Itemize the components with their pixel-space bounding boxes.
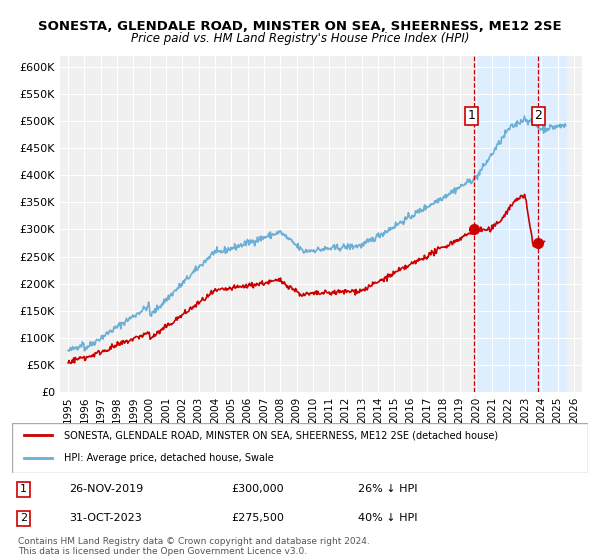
- Text: 26-NOV-2019: 26-NOV-2019: [70, 484, 144, 494]
- Text: This data is licensed under the Open Government Licence v3.0.: This data is licensed under the Open Gov…: [18, 548, 307, 557]
- FancyBboxPatch shape: [12, 423, 588, 473]
- Text: HPI: Average price, detached house, Swale: HPI: Average price, detached house, Swal…: [64, 453, 274, 463]
- Text: 40% ↓ HPI: 40% ↓ HPI: [358, 514, 417, 523]
- Text: SONESTA, GLENDALE ROAD, MINSTER ON SEA, SHEERNESS, ME12 2SE (detached house): SONESTA, GLENDALE ROAD, MINSTER ON SEA, …: [64, 431, 498, 440]
- Text: £300,000: £300,000: [231, 484, 284, 494]
- Text: 1: 1: [468, 109, 476, 122]
- Text: 1: 1: [20, 484, 27, 494]
- Text: Price paid vs. HM Land Registry's House Price Index (HPI): Price paid vs. HM Land Registry's House …: [131, 32, 469, 45]
- Text: Contains HM Land Registry data © Crown copyright and database right 2024.: Contains HM Land Registry data © Crown c…: [18, 538, 370, 547]
- Text: SONESTA, GLENDALE ROAD, MINSTER ON SEA, SHEERNESS, ME12 2SE: SONESTA, GLENDALE ROAD, MINSTER ON SEA, …: [38, 20, 562, 32]
- Text: 2: 2: [20, 514, 27, 523]
- Text: 2: 2: [535, 109, 542, 122]
- Text: 26% ↓ HPI: 26% ↓ HPI: [358, 484, 417, 494]
- Text: £275,500: £275,500: [231, 514, 284, 523]
- Text: 31-OCT-2023: 31-OCT-2023: [70, 514, 142, 523]
- Bar: [475, 56, 566, 392]
